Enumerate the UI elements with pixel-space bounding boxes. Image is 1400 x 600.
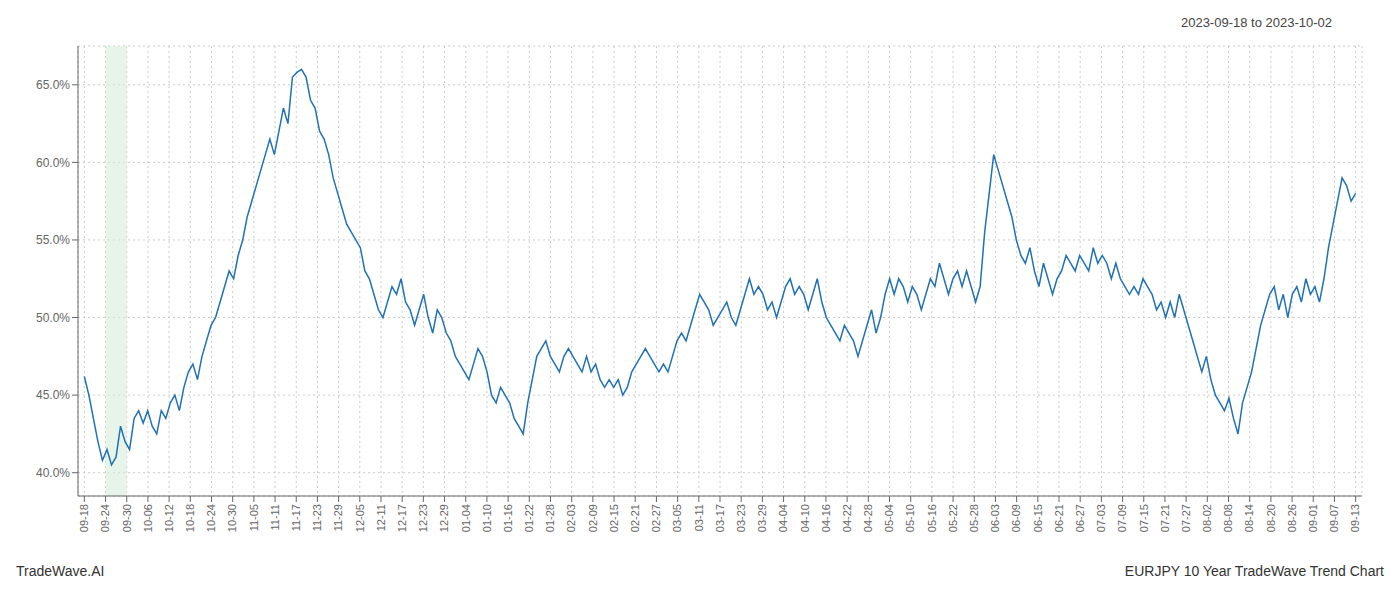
- svg-text:09-13: 09-13: [1349, 504, 1361, 532]
- svg-text:12-05: 12-05: [354, 504, 366, 532]
- svg-text:12-23: 12-23: [417, 504, 429, 532]
- svg-text:06-27: 06-27: [1074, 504, 1086, 532]
- html-text:EURJPY 10 Year TradeWave Trend: EURJPY 10 Year TradeWave Trend Chart: [1124, 563, 1384, 579]
- svg-text:08-02: 08-02: [1201, 504, 1213, 532]
- svg-text:08-20: 08-20: [1265, 504, 1277, 532]
- svg-text:03-17: 03-17: [714, 504, 726, 532]
- svg-text:06-15: 06-15: [1032, 504, 1044, 532]
- html-text:TradeWave.AI: TradeWave.AI: [16, 563, 105, 579]
- svg-text:11-17: 11-17: [290, 504, 302, 531]
- svg-text:03-11: 03-11: [693, 504, 705, 531]
- svg-text:07-27: 07-27: [1180, 504, 1192, 532]
- svg-text:04-10: 04-10: [799, 504, 811, 532]
- svg-text:07-03: 07-03: [1095, 504, 1107, 532]
- svg-text:05-22: 05-22: [947, 504, 959, 532]
- svg-text:11-29: 11-29: [332, 504, 344, 531]
- svg-text:09-18: 09-18: [78, 504, 90, 532]
- svg-text:10-18: 10-18: [184, 504, 196, 532]
- svg-text:02-15: 02-15: [608, 504, 620, 532]
- svg-text:10-30: 10-30: [226, 504, 238, 532]
- svg-text:60.0%: 60.0%: [36, 156, 70, 170]
- svg-text:04-22: 04-22: [841, 504, 853, 532]
- svg-text:06-21: 06-21: [1053, 504, 1065, 532]
- svg-text:12-17: 12-17: [396, 504, 408, 532]
- svg-text:03-23: 03-23: [735, 504, 747, 532]
- svg-text:03-29: 03-29: [756, 504, 768, 532]
- svg-text:11-23: 11-23: [311, 504, 323, 531]
- svg-text:12-29: 12-29: [438, 504, 450, 532]
- svg-text:03-05: 03-05: [671, 504, 683, 532]
- svg-text:07-21: 07-21: [1159, 504, 1171, 532]
- svg-text:09-07: 09-07: [1328, 504, 1340, 532]
- html-text:2023-09-18 to 2023-10-02: 2023-09-18 to 2023-10-02: [1180, 14, 1332, 30]
- svg-text:08-26: 08-26: [1286, 504, 1298, 532]
- svg-text:01-22: 01-22: [523, 504, 535, 532]
- svg-text:11-11: 11-11: [269, 504, 281, 531]
- svg-text:02-27: 02-27: [650, 504, 662, 532]
- svg-text:06-09: 06-09: [1010, 504, 1022, 532]
- svg-text:40.0%: 40.0%: [36, 466, 70, 480]
- svg-text:02-03: 02-03: [565, 504, 577, 532]
- svg-text:12-11: 12-11: [375, 504, 387, 531]
- svg-text:06-03: 06-03: [989, 504, 1001, 532]
- svg-text:02-21: 02-21: [629, 504, 641, 532]
- svg-text:01-28: 01-28: [544, 504, 556, 532]
- svg-text:02-09: 02-09: [587, 504, 599, 532]
- svg-text:08-14: 08-14: [1244, 504, 1256, 532]
- svg-text:01-04: 01-04: [460, 504, 472, 532]
- svg-text:05-28: 05-28: [968, 504, 980, 532]
- svg-text:10-24: 10-24: [205, 504, 217, 532]
- svg-text:07-15: 07-15: [1138, 504, 1150, 532]
- svg-text:05-04: 05-04: [883, 504, 895, 532]
- svg-text:11-05: 11-05: [248, 504, 260, 531]
- svg-text:04-16: 04-16: [820, 504, 832, 532]
- svg-text:05-10: 05-10: [905, 504, 917, 532]
- svg-text:05-16: 05-16: [926, 504, 938, 532]
- svg-text:10-12: 10-12: [163, 504, 175, 532]
- svg-text:07-09: 07-09: [1116, 504, 1128, 532]
- svg-text:45.0%: 45.0%: [36, 388, 70, 402]
- svg-text:50.0%: 50.0%: [36, 311, 70, 325]
- svg-text:10-06: 10-06: [142, 504, 154, 532]
- svg-text:08-08: 08-08: [1222, 504, 1234, 532]
- svg-text:09-24: 09-24: [99, 504, 111, 532]
- svg-text:01-16: 01-16: [502, 504, 514, 532]
- svg-text:09-01: 09-01: [1307, 504, 1319, 532]
- svg-text:55.0%: 55.0%: [36, 233, 70, 247]
- svg-text:04-04: 04-04: [777, 504, 789, 532]
- svg-text:65.0%: 65.0%: [36, 78, 70, 92]
- svg-text:09-30: 09-30: [121, 504, 133, 532]
- svg-text:01-10: 01-10: [481, 504, 493, 532]
- svg-text:04-28: 04-28: [862, 504, 874, 532]
